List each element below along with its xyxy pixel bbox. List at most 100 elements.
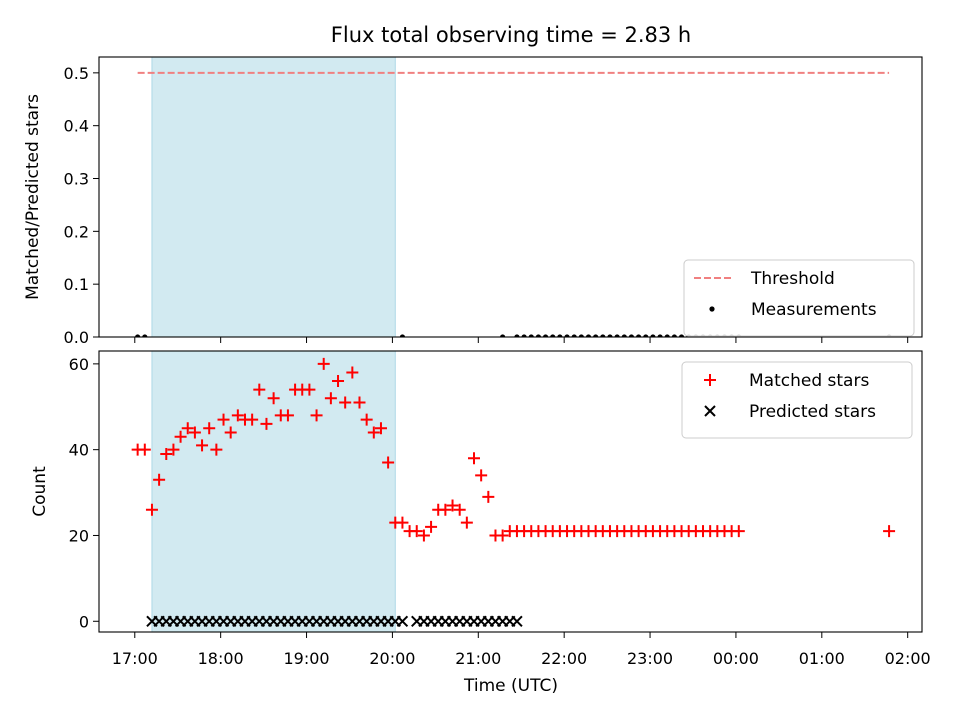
x-tick-label: 21:00 <box>455 649 501 668</box>
measurement-point <box>514 334 520 337</box>
matched-star-point <box>174 430 187 443</box>
measurement-point <box>628 334 635 337</box>
matched-star-point <box>396 516 409 529</box>
matched-star-point <box>460 516 473 529</box>
matched-star-point <box>160 447 173 460</box>
measurement-point <box>399 334 406 337</box>
legend-label: Matched stars <box>749 371 869 391</box>
y-tick-label: 0.1 <box>64 275 89 294</box>
measurement-point <box>535 334 542 337</box>
matched-star-point <box>496 529 509 542</box>
legend-matched-swatch <box>704 374 716 386</box>
measurement-point <box>600 334 606 337</box>
x-tick-label: 18:00 <box>198 649 244 668</box>
x-tick-label: 02:00 <box>885 649 931 668</box>
matched-star-point <box>410 525 423 538</box>
matched-star-point <box>310 409 323 422</box>
top-panel: 0.0 0.1 0.2 0.3 0.4 0.5 Matched/Predicted star… <box>23 56 923 347</box>
matched-star-point <box>417 529 430 542</box>
matched-star-point <box>260 417 273 430</box>
measurement-point <box>135 334 141 337</box>
x-axis-label: Time (UTC) <box>463 676 558 696</box>
y-axis-label: Count <box>30 466 50 517</box>
matched-star-point <box>468 452 481 465</box>
series-matched-stars <box>131 357 896 542</box>
measurement-point <box>585 334 592 337</box>
matched-star-point <box>145 503 158 516</box>
measurement-point <box>671 334 677 337</box>
matched-star-point <box>482 490 495 503</box>
legend-label: Measurements <box>751 300 877 320</box>
x-tick-label: 20:00 <box>369 649 415 668</box>
predicted-star-point <box>511 615 523 627</box>
measurement-point <box>593 334 599 337</box>
x-tick-label: 22:00 <box>541 649 587 668</box>
matched-star-point <box>446 499 459 512</box>
matched-star-point <box>231 409 244 422</box>
x-tick-label: 17:00 <box>112 649 158 668</box>
matched-star-point <box>210 443 223 456</box>
matched-star-point <box>367 426 380 439</box>
matched-star-point <box>346 366 359 379</box>
y-tick-label: 0.3 <box>64 170 89 189</box>
y-tick-label: 0.5 <box>64 64 89 83</box>
matched-star-point <box>217 413 230 426</box>
matched-star-point <box>883 525 896 538</box>
measurement-point <box>643 334 649 337</box>
y-tick-label: 0 <box>79 612 89 631</box>
measurement-point <box>500 334 506 337</box>
measurement-point <box>607 334 613 337</box>
bottom-panel: 0 20 40 60 Count Matched stars Predicted stars <box>30 350 923 638</box>
y-tick-label: 20 <box>69 526 89 545</box>
matched-star-point <box>153 473 166 486</box>
measurement-point <box>564 334 570 337</box>
measurement-point <box>550 334 556 337</box>
predicted-star-point <box>396 615 409 627</box>
measurement-point <box>557 334 563 337</box>
y-tick-label: 60 <box>69 355 89 374</box>
x-tick-label: 19:00 <box>283 649 329 668</box>
y-tick-label: 0.4 <box>64 117 89 136</box>
matched-star-point <box>360 413 373 426</box>
matched-star-point <box>317 357 330 370</box>
matched-star-point <box>138 443 151 456</box>
chart-title: Flux total observing time = 2.83 h <box>331 23 691 47</box>
matched-star-point <box>374 422 387 435</box>
legend-measurements-swatch <box>709 306 715 312</box>
x-tick-label: 23:00 <box>627 649 673 668</box>
measurement-point <box>678 334 685 337</box>
measurement-point <box>614 334 620 337</box>
measurement-point <box>571 334 577 337</box>
matched-star-point <box>203 422 216 435</box>
matched-star-point <box>281 409 294 422</box>
y-tick-label: 0.0 <box>64 328 89 347</box>
x-tick-label: 01:00 <box>799 649 845 668</box>
matched-star-point <box>181 422 194 435</box>
matched-star-point <box>732 525 745 538</box>
measurement-point <box>578 334 584 337</box>
measurement-point <box>542 334 549 337</box>
matched-star-point <box>475 469 488 482</box>
measurement-point <box>142 334 148 337</box>
x-tick-label: 00:00 <box>713 649 759 668</box>
measurement-point <box>657 334 663 337</box>
legend: Threshold Measurements <box>683 259 915 337</box>
legend-box <box>683 259 915 337</box>
matched-star-point <box>246 413 259 426</box>
series-predicted-stars <box>146 615 523 627</box>
matched-star-point <box>332 375 345 388</box>
legend-label: Threshold <box>750 269 835 289</box>
matched-star-point <box>224 426 237 439</box>
matched-star-point <box>303 383 316 396</box>
matched-star-point <box>382 456 395 469</box>
measurement-point <box>650 334 656 337</box>
matched-star-point <box>425 520 438 533</box>
matched-star-point <box>353 396 366 409</box>
matched-star-point <box>188 426 201 439</box>
y-tick-label: 40 <box>69 441 89 460</box>
matched-star-point <box>253 383 266 396</box>
legend-box <box>681 361 913 439</box>
shaded-observing-window <box>151 56 396 338</box>
